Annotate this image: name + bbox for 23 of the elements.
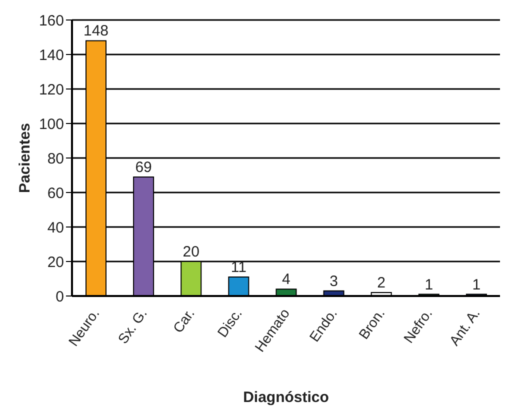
y-tick-label: 20 [47, 254, 64, 271]
x-axis-title: Diagnóstico [243, 389, 329, 406]
data-label: 1 [424, 276, 434, 294]
y-tick-label: 80 [47, 150, 64, 168]
x-tick-label: Sx. G. [114, 305, 150, 346]
data-label: 20 [182, 244, 200, 260]
y-tick-label: 160 [38, 12, 64, 30]
data-label: 11 [230, 259, 246, 276]
y-tick-label: 140 [38, 46, 64, 64]
y-tick-label: 40 [47, 219, 64, 236]
data-label: 69 [135, 158, 152, 176]
x-tick-label: Car. [170, 305, 198, 336]
y-tick-label: 100 [38, 116, 64, 133]
data-label: 4 [282, 271, 290, 288]
data-label: 2 [377, 274, 386, 292]
y-tick-label: 0 [56, 288, 64, 306]
x-tick-label: Ant. A. [446, 305, 483, 348]
y-tick-label: 60 [47, 184, 64, 202]
y-axis-title: Pacientes [16, 122, 34, 194]
data-label: 1 [472, 276, 481, 294]
data-label: 3 [330, 272, 338, 290]
y-tick-label: 120 [38, 81, 64, 98]
data-label: 148 [83, 22, 109, 40]
